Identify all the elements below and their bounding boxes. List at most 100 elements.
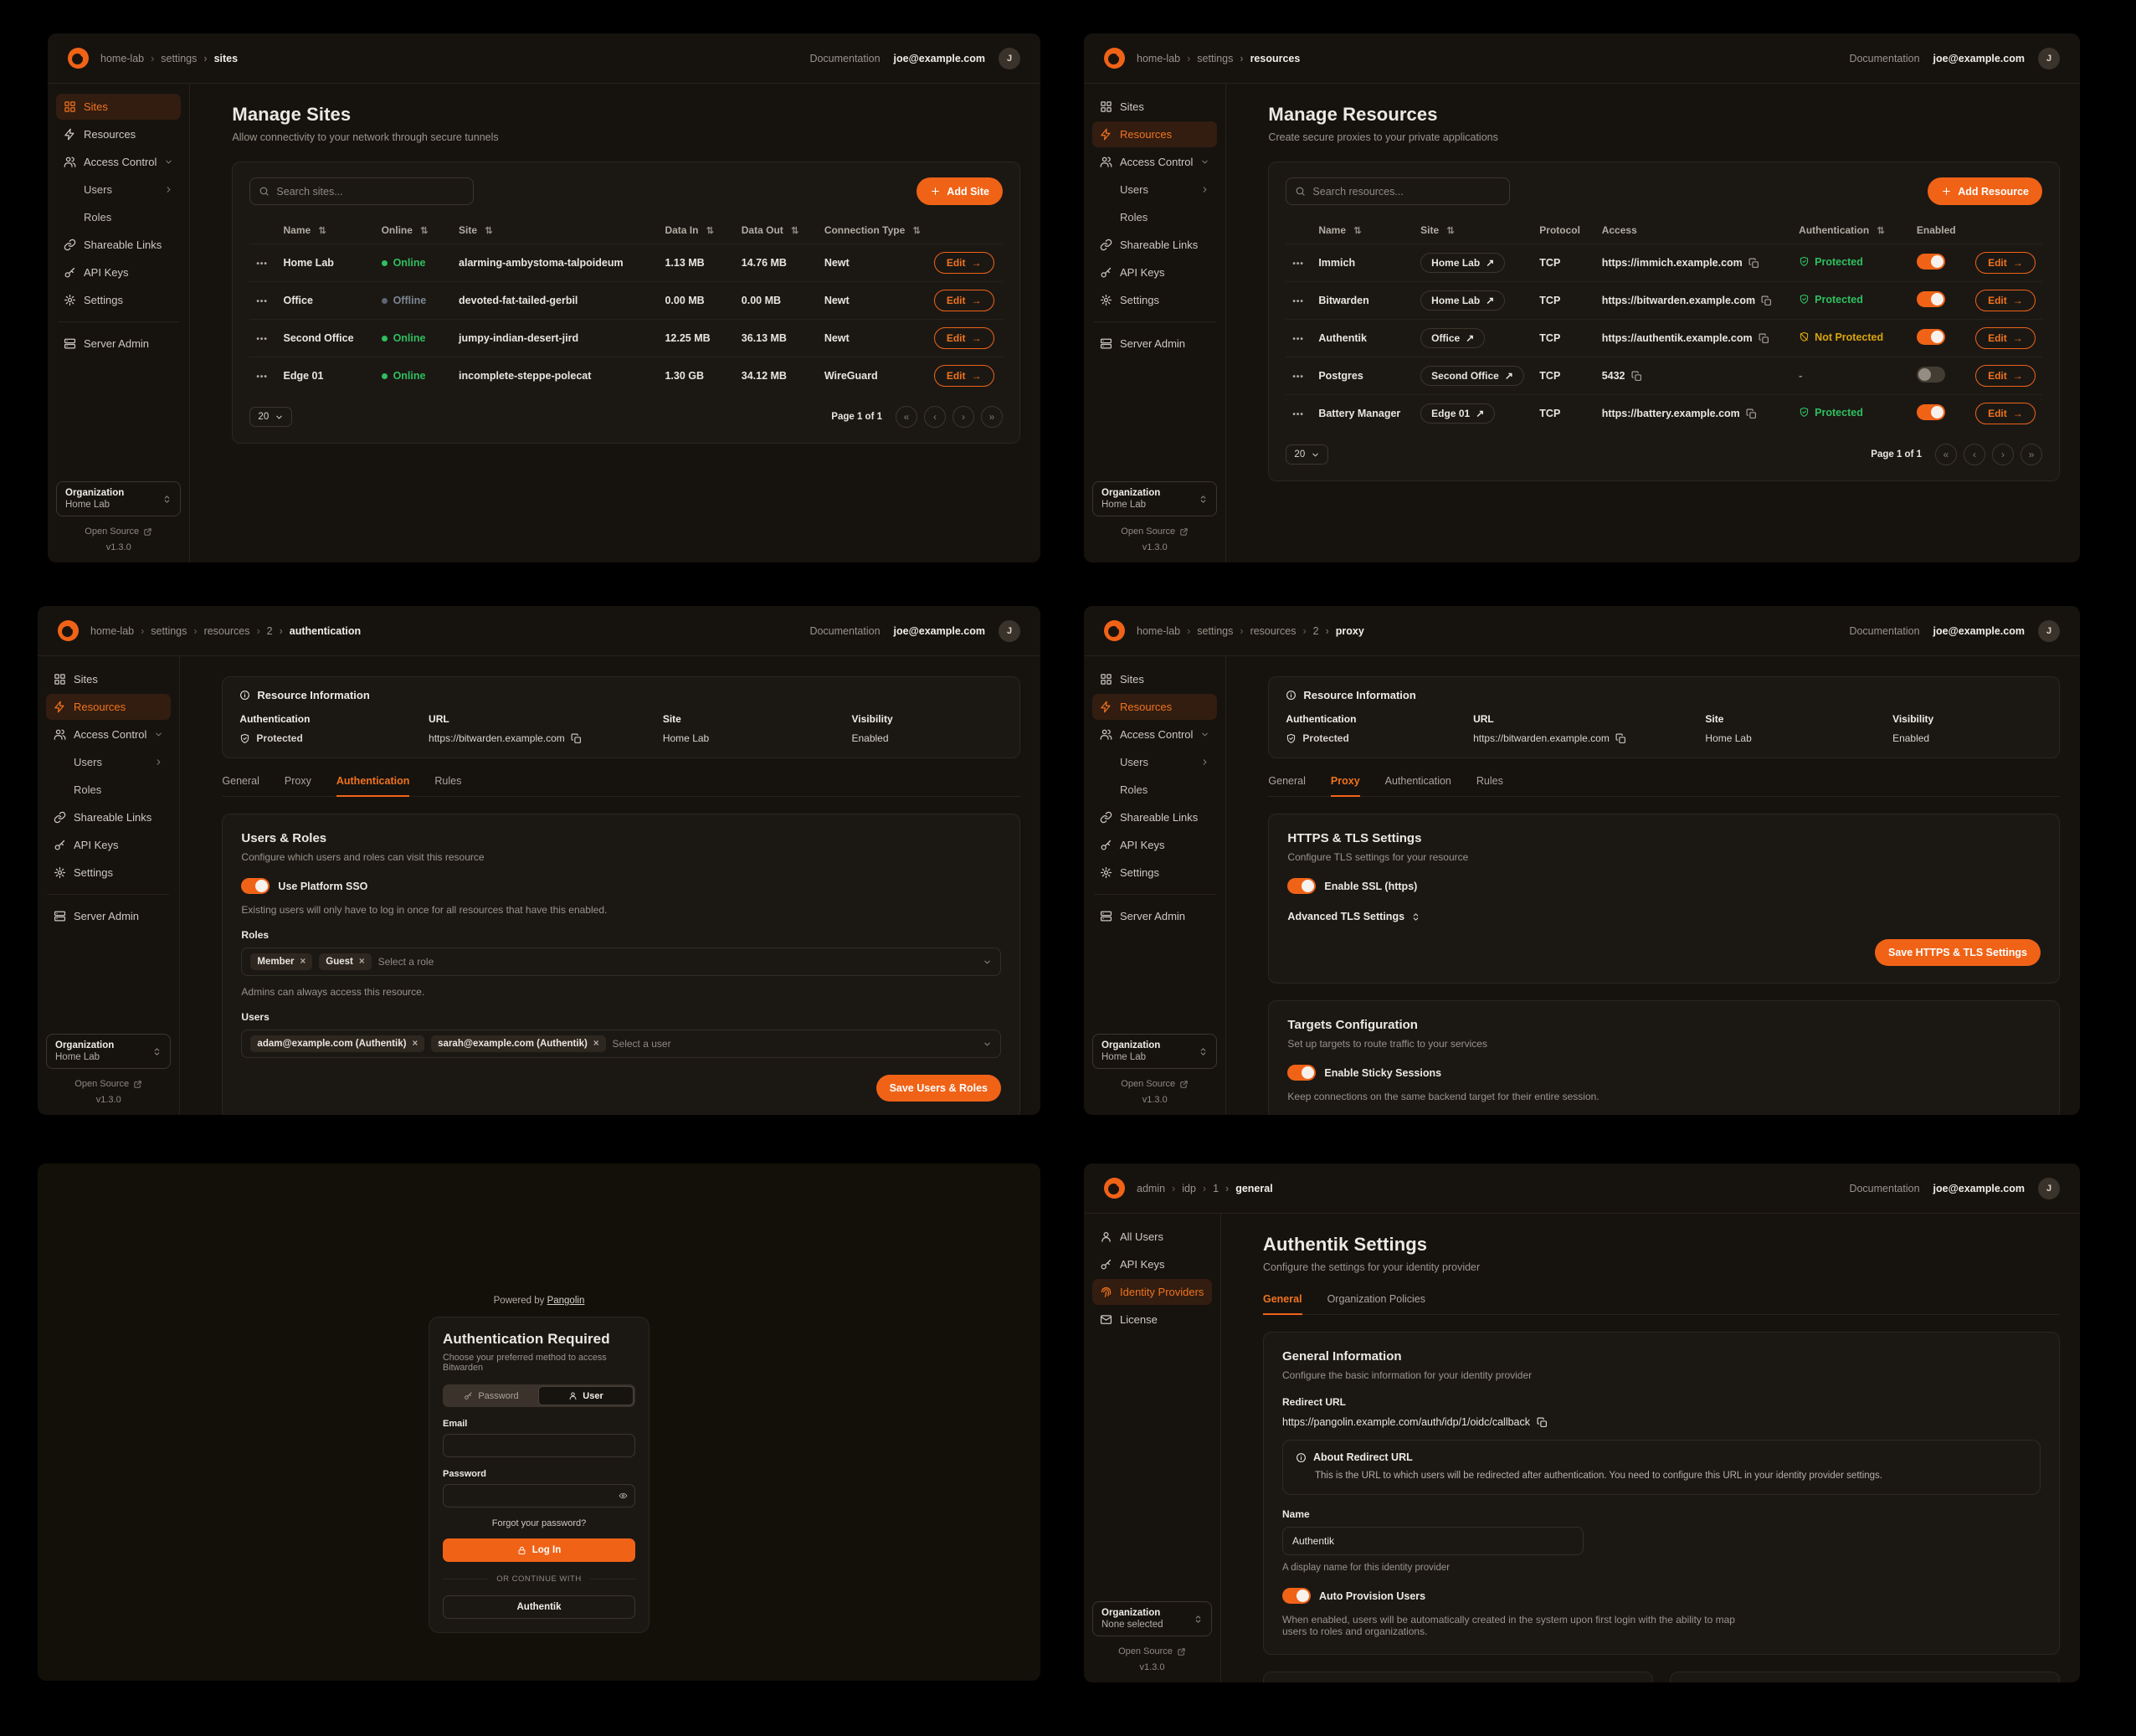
breadcrumb-item[interactable]: settings [151, 53, 197, 64]
copy-icon[interactable] [1631, 371, 1642, 382]
access-url[interactable]: https://authentik.example.com [1601, 332, 1753, 344]
sidebar-item-users[interactable]: Users [56, 177, 181, 203]
sidebar-item-settings[interactable]: Settings [1092, 860, 1217, 886]
forgot-password-link[interactable]: Forgot your password? [491, 1518, 587, 1528]
password-field[interactable] [443, 1484, 635, 1507]
site-link[interactable]: Edge 01 ↗ [1420, 403, 1496, 424]
sidebar-item-api-keys[interactable]: API Keys [46, 832, 171, 858]
open-source-link[interactable]: Open Source [46, 1079, 171, 1089]
add-resource-button[interactable]: Add Resource [1928, 177, 2042, 205]
access-url[interactable]: https://immich.example.com [1601, 257, 1743, 269]
remove-chip-icon[interactable]: × [358, 957, 365, 967]
user-email[interactable]: joe@example.com [1933, 52, 2025, 64]
sidebar-item-access-control[interactable]: Access Control [56, 149, 181, 175]
sidebar-item-settings[interactable]: Settings [56, 287, 181, 313]
open-source-link[interactable]: Open Source [1092, 1646, 1212, 1656]
breadcrumb-item[interactable]: resources [1240, 625, 1296, 637]
roles-select[interactable]: Member × Guest × Select a role [241, 948, 1001, 976]
breadcrumb-item[interactable]: 1 [1203, 1183, 1219, 1194]
edit-button[interactable]: Edit → [933, 252, 994, 274]
search-input[interactable] [276, 185, 465, 198]
sidebar-item-sites[interactable]: Sites [46, 666, 171, 692]
advanced-tls-settings[interactable]: Advanced TLS Settings [1287, 911, 2041, 922]
sidebar-item-shareable-links[interactable]: Shareable Links [46, 804, 171, 830]
breadcrumb-item[interactable]: 2 [1302, 625, 1319, 637]
breadcrumb-item[interactable]: home-lab [1137, 624, 1181, 637]
next-page-button[interactable]: › [952, 406, 974, 428]
sidebar-item-roles[interactable]: Roles [56, 204, 181, 230]
row-menu-icon[interactable]: ••• [1292, 410, 1304, 419]
breadcrumb-item[interactable]: admin [1137, 1182, 1166, 1194]
pangolin-link[interactable]: Pangolin [547, 1296, 585, 1306]
sidebar-item-roles[interactable]: Roles [1092, 204, 1217, 230]
open-source-link[interactable]: Open Source [56, 526, 181, 537]
sidebar-item-license[interactable]: License [1092, 1307, 1212, 1333]
sidebar-item-resources[interactable]: Resources [1092, 694, 1218, 720]
sidebar-item-api-keys[interactable]: API Keys [1092, 1251, 1212, 1277]
sidebar-item-users[interactable]: Users [1092, 749, 1217, 775]
sidebar-item-users[interactable]: Users [46, 749, 171, 775]
add-site-button[interactable]: Add Site [917, 177, 1003, 205]
sort-icon[interactable]: ⇅ [706, 226, 715, 236]
page-size-select[interactable]: 20 [1286, 444, 1329, 465]
sort-icon[interactable]: ⇅ [1353, 226, 1362, 236]
edit-button[interactable]: Edit → [933, 290, 994, 311]
sidebar-item-roles[interactable]: Roles [1092, 777, 1217, 803]
breadcrumb-item[interactable]: home-lab [1137, 52, 1181, 64]
edit-button[interactable]: Edit → [933, 365, 994, 387]
prev-page-button[interactable]: ‹ [1964, 444, 1985, 465]
documentation-link[interactable]: Documentation [1849, 52, 1920, 64]
copy-icon[interactable] [1615, 733, 1626, 744]
save-tls-button[interactable]: Save HTTPS & TLS Settings [1874, 939, 2041, 966]
breadcrumb-item[interactable]: resources [193, 625, 250, 637]
avatar[interactable]: J [999, 619, 1020, 642]
remove-chip-icon[interactable]: × [300, 957, 306, 967]
row-menu-icon[interactable]: ••• [256, 297, 268, 306]
sidebar-item-resources[interactable]: Resources [56, 121, 181, 147]
enabled-toggle[interactable] [1916, 367, 1945, 383]
sidebar-item-shareable-links[interactable]: Shareable Links [56, 232, 181, 258]
tab-proxy[interactable]: Proxy [1330, 775, 1360, 797]
sidebar-item-all-users[interactable]: All Users [1092, 1224, 1212, 1250]
sidebar-item-resources[interactable]: Resources [1092, 121, 1218, 147]
tab-user[interactable]: User [538, 1386, 634, 1405]
sidebar-item-server-admin[interactable]: Server Admin [46, 903, 171, 929]
remove-chip-icon[interactable]: × [412, 1039, 418, 1049]
sidebar-item-sites[interactable]: Sites [1092, 94, 1217, 120]
sidebar-item-api-keys[interactable]: API Keys [1092, 259, 1217, 285]
copy-icon[interactable] [1537, 1417, 1548, 1428]
sidebar-item-sites[interactable]: Sites [56, 94, 182, 120]
sidebar-item-resources[interactable]: Resources [46, 694, 172, 720]
sort-icon[interactable]: ⇅ [912, 226, 921, 236]
documentation-link[interactable]: Documentation [809, 624, 881, 637]
breadcrumb-item[interactable]: home-lab [90, 624, 135, 637]
save-users-roles-button[interactable]: Save Users & Roles [875, 1075, 1001, 1102]
copy-icon[interactable] [1748, 258, 1759, 269]
copy-icon[interactable] [1746, 408, 1757, 419]
breadcrumb-item[interactable]: settings [141, 625, 187, 637]
last-page-button[interactable]: » [2020, 444, 2042, 465]
sidebar-item-api-keys[interactable]: API Keys [1092, 832, 1217, 858]
log-in-button[interactable]: Log In [443, 1538, 635, 1562]
row-menu-icon[interactable]: ••• [1292, 297, 1304, 306]
row-menu-icon[interactable]: ••• [1292, 372, 1304, 382]
user-email[interactable]: joe@example.com [1933, 1182, 2025, 1194]
first-page-button[interactable]: « [896, 406, 917, 428]
sidebar-item-settings[interactable]: Settings [1092, 287, 1217, 313]
sidebar-item-server-admin[interactable]: Server Admin [1092, 903, 1217, 929]
tab-authentication[interactable]: Authentication [1384, 775, 1451, 787]
edit-button[interactable]: Edit → [1975, 327, 2036, 349]
tab-general[interactable]: General [222, 775, 259, 787]
tab-password[interactable]: Password [444, 1386, 538, 1405]
org-selector[interactable]: Organization Home Lab [46, 1034, 172, 1069]
site-link[interactable]: Office ↗ [1420, 328, 1486, 348]
prev-page-button[interactable]: ‹ [924, 406, 946, 428]
copy-icon[interactable] [1761, 295, 1772, 306]
sidebar-item-identity-providers[interactable]: Identity Providers [1092, 1279, 1212, 1305]
breadcrumb-item[interactable]: settings [1187, 625, 1233, 637]
auto-provision-toggle[interactable] [1282, 1588, 1311, 1605]
site-link[interactable]: Home Lab ↗ [1420, 253, 1506, 273]
tab-rules[interactable]: Rules [434, 775, 462, 787]
enabled-toggle[interactable] [1916, 291, 1945, 307]
edit-button[interactable]: Edit → [1975, 290, 2036, 311]
